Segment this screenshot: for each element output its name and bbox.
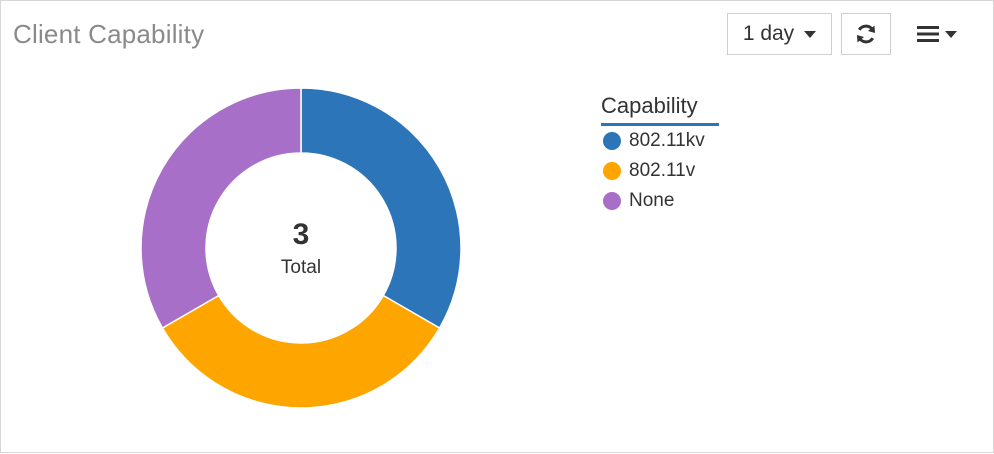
legend-item[interactable]: 802.11v [601, 156, 719, 186]
caret-down-icon [804, 30, 817, 38]
legend-label: 802.11v [629, 160, 696, 181]
menu-button[interactable] [907, 13, 967, 55]
time-range-dropdown[interactable]: 1 day [727, 13, 832, 55]
hamburger-menu-icon [917, 26, 939, 42]
legend-swatch [603, 162, 621, 180]
total-label: Total [280, 257, 322, 278]
donut-slice-802-11kv[interactable] [300, 87, 462, 330]
legend-swatch [603, 132, 621, 150]
legend-swatch [603, 192, 621, 210]
legend-label: None [629, 190, 675, 211]
donut-slice-802-11v[interactable] [161, 294, 441, 409]
refresh-icon [857, 24, 875, 44]
total-value: 3 [292, 218, 310, 251]
donut-slice-none[interactable] [140, 87, 302, 330]
caret-down-icon [945, 30, 957, 38]
legend-title: Capability [601, 93, 719, 126]
legend-label: 802.11kv [629, 130, 705, 151]
chart-legend: Capability 802.11kv 802.11v None [601, 93, 719, 216]
legend-item[interactable]: None [601, 186, 719, 216]
time-range-label: 1 day [742, 22, 795, 45]
legend-item[interactable]: 802.11kv [601, 126, 719, 156]
widget-title: Client Capability [13, 19, 205, 49]
refresh-button[interactable] [841, 13, 891, 55]
